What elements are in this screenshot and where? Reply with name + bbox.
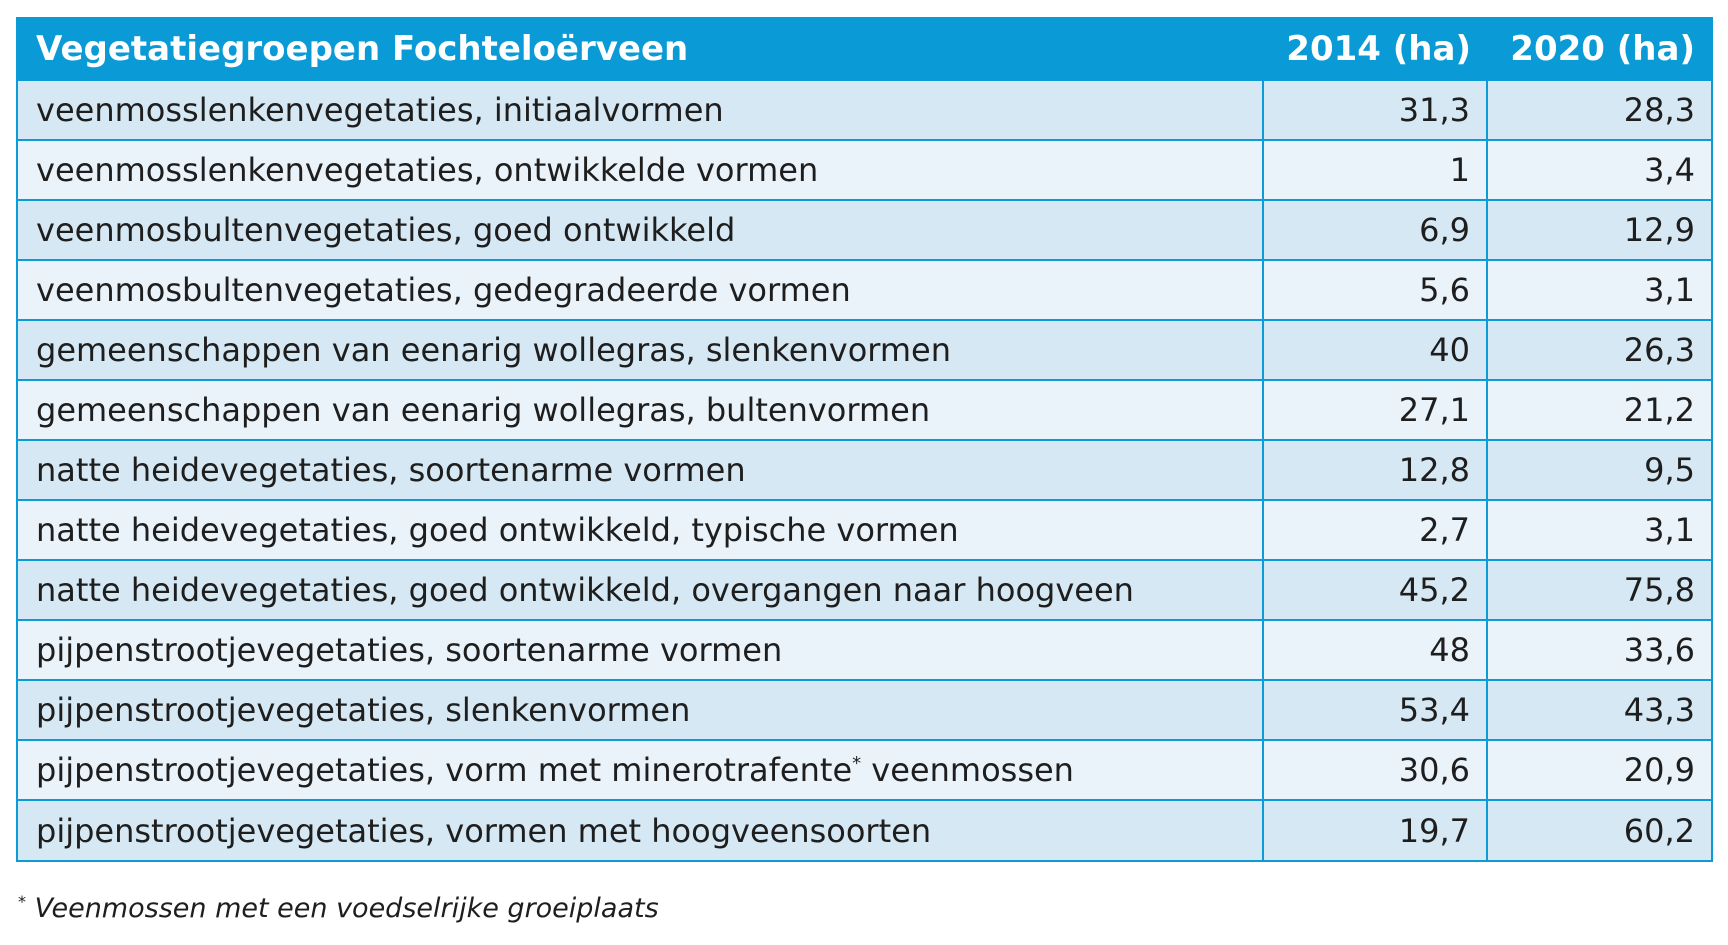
header-2020: 2020 (ha) (1487, 19, 1711, 80)
table-row: veenmosbultenvegetaties, gedegradeerde v… (18, 259, 1711, 320)
table-row: pijpenstrootjevegetaties, soortenarme vo… (18, 619, 1711, 680)
table-row: veenmosslenkenvegetaties, initiaalvormen… (18, 79, 1711, 140)
vegetation-name-cell: natte heidevegetaties, goed ontwikkeld, … (18, 559, 1263, 620)
value-2020: 3,1 (1486, 499, 1711, 560)
value-2014: 6,9 (1262, 199, 1487, 260)
vegetation-name: veenmosbultenvegetaties, gedegradeerde v… (36, 271, 851, 309)
table-header: Vegetatiegroepen Fochteloërveen 2014 (ha… (18, 19, 1711, 80)
value-2020: 33,6 (1486, 619, 1711, 680)
vegetation-name-cell: gemeenschappen van eenarig wollegras, bu… (18, 379, 1263, 440)
table-row: veenmosslenkenvegetaties, ontwikkelde vo… (18, 139, 1711, 200)
value-2014: 48 (1262, 619, 1487, 680)
vegetation-table: Vegetatiegroepen Fochteloërveen 2014 (ha… (16, 17, 1713, 862)
table-row: gemeenschappen van eenarig wollegras, bu… (18, 379, 1711, 440)
header-row: Vegetatiegroepen Fochteloërveen 2014 (ha… (18, 19, 1711, 80)
footnote-text: Veenmossen met een voedselrijke groeipla… (26, 893, 659, 924)
table-row: natte heidevegetaties, goed ontwikkeld, … (18, 499, 1711, 560)
value-2014: 30,6 (1262, 739, 1487, 800)
vegetation-name-cell: pijpenstrootjevegetaties, soortenarme vo… (18, 619, 1263, 680)
value-2014: 12,8 (1262, 439, 1487, 500)
value-2014: 5,6 (1262, 259, 1487, 320)
value-2014: 45,2 (1262, 559, 1487, 620)
table-row: gemeenschappen van eenarig wollegras, sl… (18, 319, 1711, 380)
vegetation-name-cell: veenmosslenkenvegetaties, initiaalvormen (18, 79, 1263, 140)
value-2014: 31,3 (1262, 79, 1487, 140)
value-2020: 12,9 (1486, 199, 1711, 260)
header-2014: 2014 (ha) (1263, 19, 1487, 80)
table-row: pijpenstrootjevegetaties, vormen met hoo… (18, 799, 1711, 860)
value-2014: 27,1 (1262, 379, 1487, 440)
vegetation-name: pijpenstrootjevegetaties, vorm met miner… (36, 751, 853, 789)
value-2020: 28,3 (1486, 79, 1711, 140)
vegetation-name: gemeenschappen van eenarig wollegras, sl… (36, 331, 951, 369)
value-2020: 3,1 (1486, 259, 1711, 320)
table-row: veenmosbultenvegetaties, goed ontwikkeld… (18, 199, 1711, 260)
table-row: natte heidevegetaties, soortenarme vorme… (18, 439, 1711, 500)
vegetation-name: natte heidevegetaties, soortenarme vorme… (36, 451, 746, 489)
value-2020: 3,4 (1486, 139, 1711, 200)
value-2020: 21,2 (1486, 379, 1711, 440)
vegetation-name-cell: natte heidevegetaties, goed ontwikkeld, … (18, 499, 1263, 560)
vegetation-name-cell: veenmosbultenvegetaties, goed ontwikkeld (18, 199, 1263, 260)
vegetation-name-cell: pijpenstrootjevegetaties, vormen met hoo… (18, 799, 1263, 860)
vegetation-name-cell: veenmosslenkenvegetaties, ontwikkelde vo… (18, 139, 1263, 200)
value-2020: 75,8 (1486, 559, 1711, 620)
table-row: pijpenstrootjevegetaties, slenkenvormen 5… (18, 679, 1711, 740)
vegetation-name-cell: natte heidevegetaties, soortenarme vorme… (18, 439, 1263, 500)
value-2020: 60,2 (1486, 799, 1711, 860)
value-2020: 26,3 (1486, 319, 1711, 380)
vegetation-name: pijpenstrootjevegetaties, slenkenvormen (36, 691, 691, 729)
vegetation-name: gemeenschappen van eenarig wollegras, bu… (36, 391, 931, 429)
vegetation-name-suffix: veenmossen (861, 751, 1074, 789)
table-row: natte heidevegetaties, goed ontwikkeld, … (18, 559, 1711, 620)
vegetation-name: natte heidevegetaties, goed ontwikkeld, … (36, 571, 1134, 609)
vegetation-name: veenmosslenkenvegetaties, initiaalvormen (36, 91, 724, 129)
vegetation-name: pijpenstrootjevegetaties, vormen met hoo… (36, 811, 932, 850)
footnote: * Veenmossen met een voedselrijke groeip… (18, 893, 659, 924)
vegetation-name: natte heidevegetaties, goed ontwikkeld, … (36, 511, 959, 549)
value-2020: 9,5 (1486, 439, 1711, 500)
vegetation-name: veenmosbultenvegetaties, goed ontwikkeld (36, 211, 736, 249)
vegetation-name: veenmosslenkenvegetaties, ontwikkelde vo… (36, 151, 819, 189)
vegetation-name-cell: pijpenstrootjevegetaties, vorm met miner… (18, 739, 1263, 800)
vegetation-name-cell: gemeenschappen van eenarig wollegras, sl… (18, 319, 1263, 380)
value-2014: 40 (1262, 319, 1487, 380)
table-row: pijpenstrootjevegetaties, vorm met miner… (18, 739, 1711, 800)
value-2020: 20,9 (1486, 739, 1711, 800)
value-2014: 19,7 (1262, 799, 1487, 860)
vegetation-name-cell: veenmosbultenvegetaties, gedegradeerde v… (18, 259, 1263, 320)
value-2014: 53,4 (1262, 679, 1487, 740)
vegetation-name: pijpenstrootjevegetaties, soortenarme vo… (36, 631, 783, 669)
header-vegetation-groups: Vegetatiegroepen Fochteloërveen (18, 19, 1263, 80)
data-table: Vegetatiegroepen Fochteloërveen 2014 (ha… (18, 19, 1711, 860)
value-2014: 2,7 (1262, 499, 1487, 560)
table-body: veenmosslenkenvegetaties, initiaalvormen… (18, 79, 1711, 860)
value-2014: 1 (1262, 139, 1487, 200)
value-2020: 43,3 (1486, 679, 1711, 740)
footnote-mark: * (18, 892, 26, 911)
footnote-marker: * (852, 753, 862, 774)
vegetation-name-cell: pijpenstrootjevegetaties, slenkenvormen (18, 679, 1263, 740)
